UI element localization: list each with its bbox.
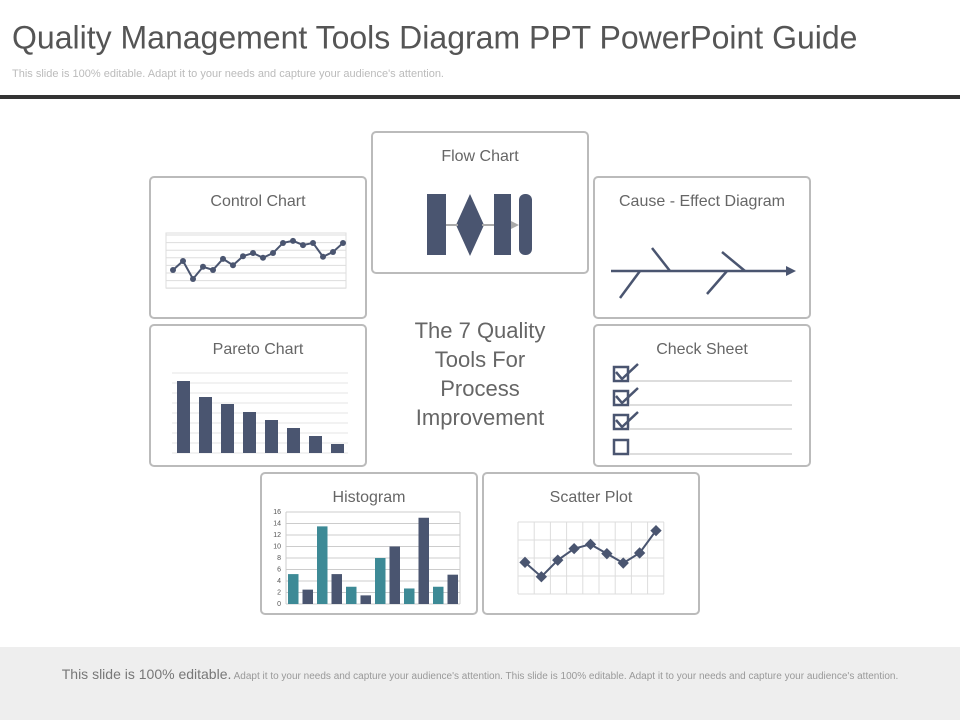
y-tick-label: 6	[277, 566, 281, 573]
tool-label: Pareto Chart	[213, 341, 304, 358]
point	[170, 266, 176, 273]
bar	[317, 526, 328, 604]
check-sheet-icon	[612, 363, 792, 456]
y-tick-label: 2	[277, 589, 281, 596]
point	[568, 542, 580, 555]
footer: This slide is 100% editable. Adapt it to…	[30, 667, 930, 684]
point	[290, 237, 296, 244]
tool-label: Flow Chart	[441, 148, 519, 165]
bar	[404, 588, 415, 604]
point	[330, 248, 336, 255]
tool-box	[371, 131, 589, 274]
bar	[243, 412, 256, 453]
point	[180, 257, 186, 264]
point	[519, 556, 531, 568]
cause-effect-icon	[611, 247, 796, 299]
tool-label: Scatter Plot	[550, 489, 633, 506]
point	[584, 538, 597, 550]
bar	[287, 428, 300, 453]
bar	[331, 574, 342, 604]
point	[250, 250, 256, 257]
y-tick-label: 0	[277, 601, 281, 608]
point	[230, 262, 236, 269]
point	[535, 571, 548, 583]
point	[210, 266, 216, 273]
tool-label: Control Chart	[210, 193, 306, 210]
bar	[331, 444, 344, 453]
center-text: The 7 Quality Tools For Process Improvem…	[414, 318, 546, 430]
tool-label: Histogram	[333, 489, 406, 506]
y-tick-label: 10	[273, 543, 281, 550]
point	[617, 557, 629, 569]
subtitle: This slide is 100% editable. Adapt it to…	[12, 68, 444, 80]
bar	[346, 586, 357, 604]
footer-lead: This slide is 100% editable.	[61, 666, 232, 682]
point	[601, 548, 613, 560]
point	[240, 253, 246, 260]
footer-bg	[0, 647, 960, 720]
tool-box	[149, 324, 367, 467]
tool-label: Cause - Effect Diagram	[619, 193, 785, 210]
y-tick-label: 12	[273, 532, 281, 539]
bar	[221, 404, 234, 453]
bar	[433, 586, 444, 604]
point	[300, 242, 306, 249]
flow-chart-icon	[427, 194, 532, 256]
plot-frame	[165, 232, 347, 289]
point	[650, 524, 662, 537]
y-tick-label: 16	[273, 509, 281, 516]
bar	[302, 589, 313, 604]
bar	[389, 546, 400, 604]
point	[260, 254, 266, 261]
point	[190, 275, 196, 282]
tool-box	[149, 176, 367, 319]
bar	[288, 574, 299, 604]
header-rule	[0, 95, 960, 99]
tool-box	[593, 324, 811, 467]
bar	[265, 420, 278, 453]
bar	[418, 517, 429, 604]
bar	[375, 558, 386, 604]
title: Quality Management Tools Diagram PPT Pow…	[12, 19, 857, 55]
point	[220, 255, 226, 262]
point	[270, 250, 276, 257]
point	[633, 547, 646, 559]
bar	[447, 574, 458, 604]
y-tick-label: 14	[273, 520, 281, 527]
tool-label: Check Sheet	[656, 341, 748, 358]
bar	[309, 436, 322, 453]
point	[200, 263, 206, 270]
bar	[360, 595, 371, 604]
point	[340, 239, 346, 246]
point	[280, 239, 286, 246]
point	[552, 554, 564, 566]
point	[320, 253, 326, 260]
bar	[199, 397, 212, 453]
point	[310, 239, 316, 246]
y-tick-label: 8	[277, 555, 281, 562]
tool-box	[260, 472, 478, 615]
tool-box	[593, 176, 811, 319]
bar	[177, 381, 190, 453]
tool-box	[482, 472, 700, 615]
y-tick-label: 4	[277, 578, 281, 585]
footer-text: Adapt it to your needs and capture your …	[233, 671, 899, 682]
